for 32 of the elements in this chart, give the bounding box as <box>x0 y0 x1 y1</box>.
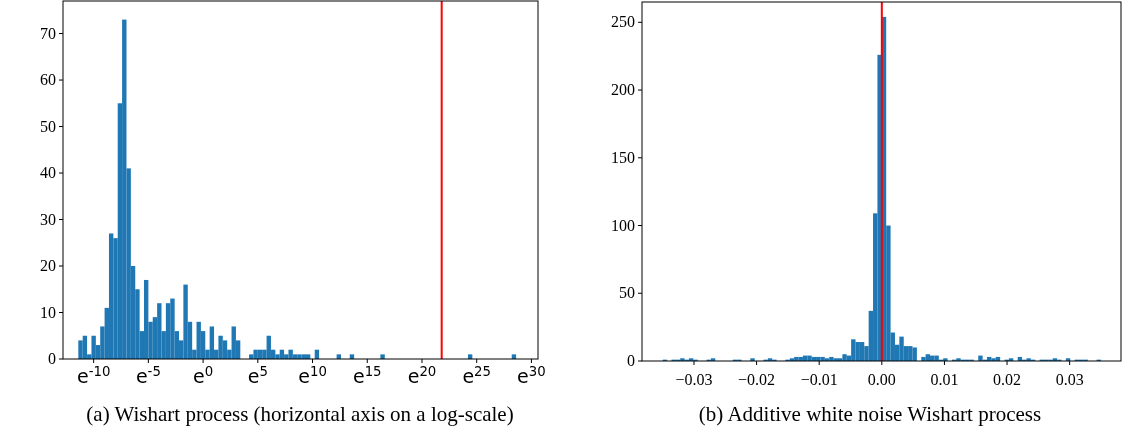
y-tick-label: 250 <box>611 13 635 31</box>
x-tick-label: e$^{-5}$ <box>135 363 161 387</box>
x-tick-label: e$^{15}$ <box>352 363 382 387</box>
x-tick-label: −0.03 <box>675 371 713 388</box>
x-tick-label: 0.01 <box>930 371 959 388</box>
x-tick-label: −0.01 <box>800 371 838 388</box>
x-tick-label: e$^{10}$ <box>298 363 327 387</box>
y-tick-label: 0 <box>627 352 635 369</box>
y-tick-label: 200 <box>611 81 635 99</box>
x-tick-label: e$^{-10}$ <box>76 363 111 387</box>
x-tick-label: 0.00 <box>867 371 896 388</box>
x-tick-label: e$^{20}$ <box>407 363 437 387</box>
y-tick-label: 10 <box>40 303 56 321</box>
y-tick-label: 40 <box>40 164 56 182</box>
y-tick-label: 30 <box>40 210 56 228</box>
y-tick-label: 150 <box>611 148 635 166</box>
y-tick-label: 0 <box>48 350 56 367</box>
x-tick-label: e$^{25}$ <box>462 363 492 387</box>
x-axis-title: (a) Wishart process (horizontal axis on a log-scale) <box>86 402 514 426</box>
y-tick-label: 50 <box>40 117 56 135</box>
x-axis-title: (b) Additive white noise Wishart process <box>698 402 1042 426</box>
x-tick-label: 0.02 <box>993 371 1022 388</box>
x-tick-label: e$^{5}$ <box>247 363 268 387</box>
y-tick-label: 70 <box>40 24 56 42</box>
y-tick-label: 20 <box>40 257 56 275</box>
y-tick-label: 60 <box>40 71 56 89</box>
x-tick-label: 0.03 <box>1055 371 1084 388</box>
x-tick-label: e$^{30}$ <box>517 363 546 387</box>
y-tick-label: 50 <box>619 284 635 302</box>
x-tick-label: e$^{0}$ <box>193 363 214 387</box>
x-tick-label: −0.02 <box>738 371 776 388</box>
y-tick-label: 100 <box>611 216 635 234</box>
